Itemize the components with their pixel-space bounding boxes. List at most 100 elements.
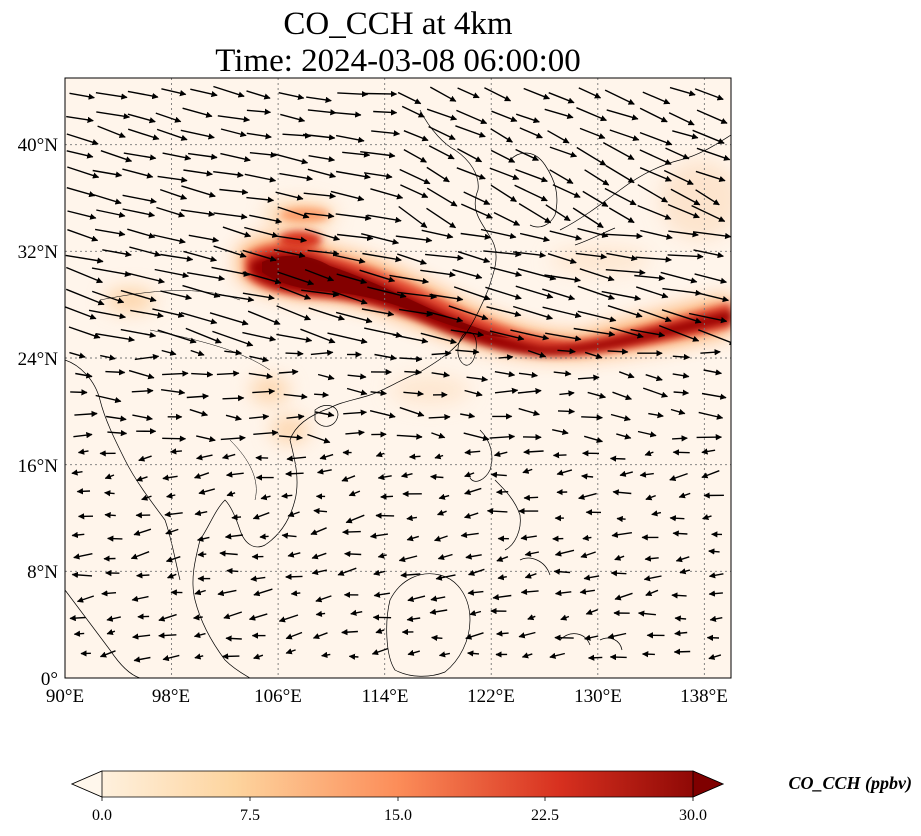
wind-arrow xyxy=(273,249,306,259)
wind-arrow xyxy=(612,391,632,401)
wind-arrow xyxy=(273,153,309,165)
wind-arrow xyxy=(367,214,402,223)
wind-arrow xyxy=(185,327,222,344)
wind-arrow xyxy=(198,488,215,495)
colorbar-tick-label: 22.5 xyxy=(531,807,559,824)
wind-arrow xyxy=(429,86,457,102)
wind-arrow xyxy=(464,449,481,456)
wind-arrow xyxy=(484,87,512,102)
wind-arrow xyxy=(490,184,517,203)
wind-arrow xyxy=(698,329,731,346)
wind-arrow xyxy=(542,288,576,301)
wind-arrow xyxy=(222,394,245,402)
wind-arrow xyxy=(527,614,536,621)
wind-arrow xyxy=(252,512,270,520)
wind-arrow xyxy=(630,328,666,338)
wind-arrow xyxy=(303,192,337,199)
wind-arrow xyxy=(406,535,419,542)
wind-arrow xyxy=(164,511,183,518)
wind-arrow xyxy=(95,394,122,404)
wind-arrow xyxy=(587,654,603,661)
wind-arrow xyxy=(494,387,519,394)
wind-arrow xyxy=(285,350,304,357)
wind-arrow xyxy=(348,653,359,660)
wind-arrow xyxy=(578,492,597,500)
wind-arrow xyxy=(693,249,724,259)
wind-arrow xyxy=(70,389,88,396)
wind-arrow xyxy=(246,108,272,115)
wind-arrow xyxy=(134,353,160,361)
wind-arrow xyxy=(100,150,133,163)
wind-arrow xyxy=(515,113,540,124)
wind-arrow xyxy=(310,527,327,536)
map-panel xyxy=(65,78,731,678)
wind-arrow xyxy=(282,132,312,139)
wind-arrow xyxy=(375,627,385,634)
wind-arrow xyxy=(553,370,572,377)
wind-arrow xyxy=(548,92,575,104)
wind-arrow xyxy=(643,575,662,582)
wind-arrow xyxy=(280,113,306,123)
wind-arrow xyxy=(640,229,673,240)
wind-arrow xyxy=(554,549,575,557)
wind-arrow xyxy=(186,393,209,400)
wind-arrow xyxy=(674,615,687,622)
wind-arrow xyxy=(389,274,429,285)
wind-arrow xyxy=(544,274,581,283)
wind-arrow xyxy=(192,614,203,621)
wind-arrow xyxy=(644,555,659,562)
wind-arrow xyxy=(96,111,131,120)
wind-arrow xyxy=(242,249,277,262)
wind-arrow xyxy=(213,245,247,258)
wind-arrow xyxy=(160,290,193,301)
colorbar-max-extend xyxy=(692,770,725,798)
wind-arrow xyxy=(313,507,328,515)
wind-arrow xyxy=(310,349,334,356)
wind-arrow xyxy=(644,450,654,457)
wind-arrow xyxy=(219,188,249,196)
wind-arrow xyxy=(606,109,639,121)
wind-arrow xyxy=(549,230,583,241)
wind-arrow xyxy=(404,369,422,376)
wind-arrow xyxy=(576,146,607,166)
wind-arrow xyxy=(348,490,361,497)
wind-arrow xyxy=(679,568,691,575)
wind-arrow xyxy=(285,470,304,477)
wind-arrow xyxy=(277,206,310,219)
colorbar-label: CO_CCH (ppbv) xyxy=(789,773,913,794)
wind-arrow xyxy=(585,609,598,615)
title-line-1: CO_CCH at 4km xyxy=(283,6,513,42)
wind-arrow xyxy=(136,475,148,482)
colorbar-tick-label: 15.0 xyxy=(384,807,412,824)
wind-arrow xyxy=(512,251,547,259)
wind-arrow xyxy=(359,269,396,283)
wind-arrow xyxy=(498,354,514,361)
wind-arrow xyxy=(306,96,332,104)
wind-arrow xyxy=(127,272,165,284)
wind-arrow xyxy=(127,228,156,239)
wind-arrow xyxy=(377,552,387,559)
wind-arrow xyxy=(307,433,331,444)
wind-arrow xyxy=(450,329,485,338)
wind-arrow xyxy=(341,629,358,636)
y-tick-label: 32°N xyxy=(18,242,59,263)
wind-arrow xyxy=(618,371,635,379)
wind-arrow xyxy=(141,494,152,501)
wind-arrow xyxy=(169,448,182,455)
wind-arrow xyxy=(375,451,385,458)
wind-arrow xyxy=(671,592,687,599)
wind-arrow xyxy=(304,268,335,282)
wind-arrow xyxy=(285,648,296,655)
wind-arrow xyxy=(307,249,340,257)
wind-arrow xyxy=(490,128,513,143)
wind-arrow xyxy=(362,252,402,263)
wind-arrow xyxy=(463,432,490,442)
wind-arrow xyxy=(493,211,521,226)
wind-arrow xyxy=(464,389,483,397)
wind-arrow xyxy=(380,493,394,500)
wind-arrow xyxy=(697,292,730,303)
wind-arrow xyxy=(579,588,595,595)
wind-arrow xyxy=(645,589,659,597)
wind-arrow xyxy=(554,634,574,641)
wind-arrow xyxy=(397,91,422,105)
